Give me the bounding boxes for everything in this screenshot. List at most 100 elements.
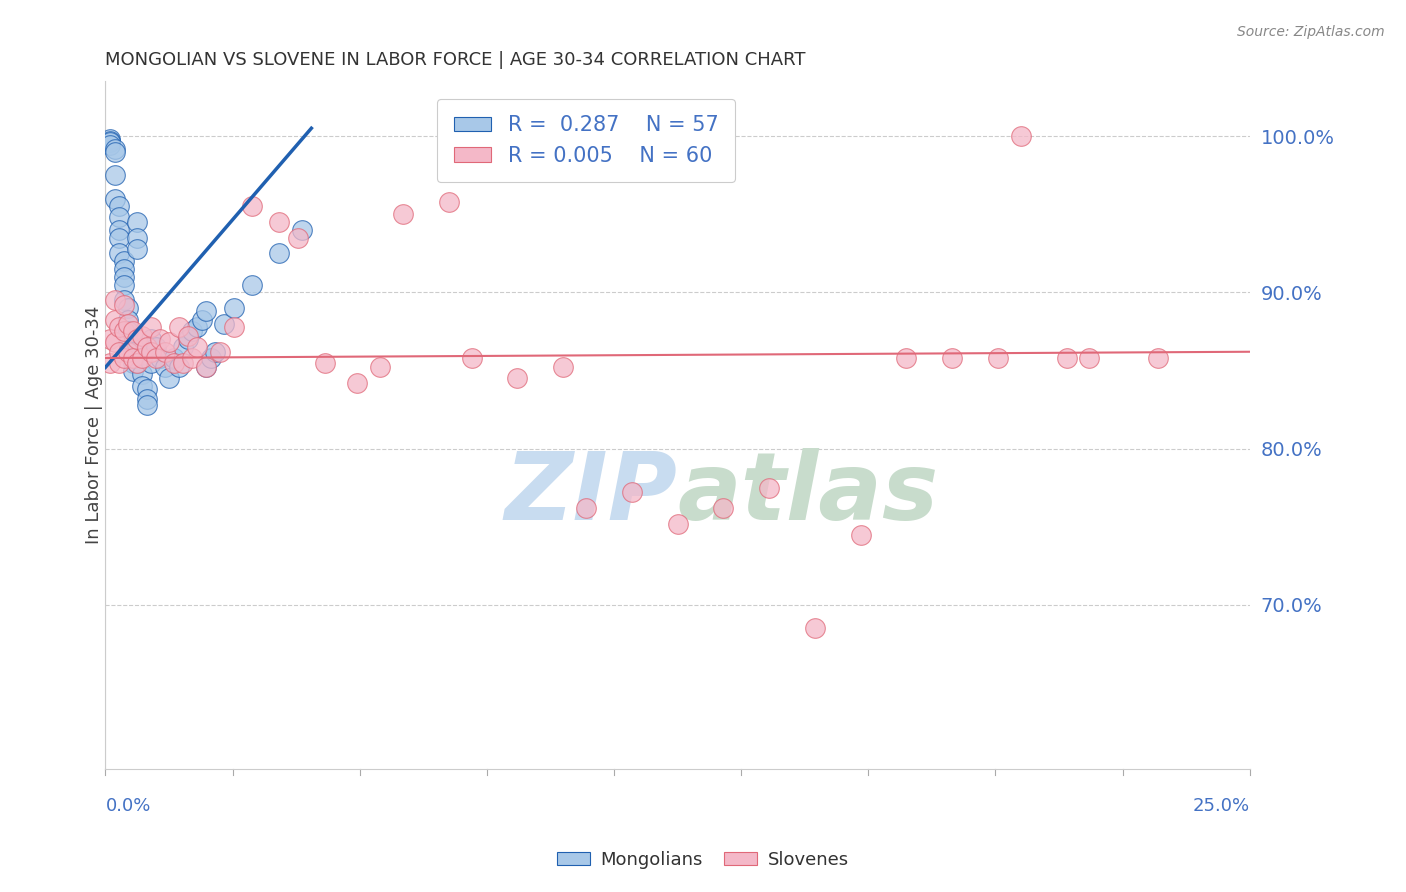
Point [314,356,336,370]
Point [127,242,149,256]
Point [98,332,121,346]
Point [159,335,181,350]
Point [112,261,135,276]
Point [141,356,163,370]
Point [392,207,415,221]
Point [153,360,176,375]
Point [131,351,153,365]
Point [103,293,125,308]
Point [117,313,139,327]
Point [122,351,145,365]
Point [112,298,135,312]
Point [98,132,121,146]
Point [122,325,145,339]
Point [112,277,135,292]
Point [108,211,131,225]
Point [122,356,145,370]
Text: atlas: atlas [678,448,939,540]
Point [186,319,208,334]
Point [208,344,231,359]
Point [163,356,186,370]
Legend: R =  0.287    N = 57, R = 0.005    N = 60: R = 0.287 N = 57, R = 0.005 N = 60 [437,99,735,182]
Point [103,142,125,156]
Point [108,246,131,260]
Point [368,360,391,375]
Point [122,344,145,359]
Point [437,194,460,209]
Point [177,332,200,346]
Point [135,340,157,354]
Point [190,313,212,327]
Point [195,360,218,375]
Point [149,351,172,365]
Point [145,351,167,365]
Y-axis label: In Labor Force | Age 30-34: In Labor Force | Age 30-34 [86,306,103,544]
Point [172,340,194,354]
Point [108,230,131,244]
Point [1147,351,1170,365]
Point [214,317,236,331]
Point [506,371,529,385]
Point [1056,351,1078,365]
Point [117,317,139,331]
Point [117,344,139,359]
Point [141,344,163,359]
Point [141,332,163,346]
Point [222,319,245,334]
Point [145,340,167,354]
Point [117,301,139,315]
Point [153,344,176,359]
Point [240,199,263,213]
Point [172,356,194,370]
Point [575,501,598,516]
Point [149,332,172,346]
Point [666,516,689,531]
Point [103,313,125,327]
Text: ZIP: ZIP [505,448,678,540]
Point [103,192,125,206]
Point [135,398,157,412]
Point [108,356,131,370]
Point [98,138,121,153]
Point [204,344,226,359]
Point [131,367,153,381]
Text: MONGOLIAN VS SLOVENE IN LABOR FORCE | AGE 30-34 CORRELATION CHART: MONGOLIAN VS SLOVENE IN LABOR FORCE | AG… [105,51,806,69]
Point [240,277,263,292]
Point [177,329,200,343]
Point [167,319,190,334]
Point [103,168,125,182]
Point [711,501,734,516]
Point [620,485,643,500]
Point [460,351,482,365]
Point [167,360,190,375]
Point [291,223,314,237]
Point [1010,129,1032,144]
Point [195,304,218,318]
Point [941,351,963,365]
Point [127,215,149,229]
Point [117,335,139,350]
Point [181,351,204,365]
Point [849,527,872,541]
Point [269,215,291,229]
Point [98,136,121,150]
Point [804,621,827,635]
Point [186,340,208,354]
Point [987,351,1010,365]
Point [117,325,139,339]
Point [112,325,135,339]
Point [159,371,181,385]
Point [98,356,121,370]
Text: 0.0%: 0.0% [105,797,150,814]
Point [108,223,131,237]
Point [758,481,780,495]
Point [141,344,163,359]
Point [222,301,245,315]
Text: Source: ZipAtlas.com: Source: ZipAtlas.com [1237,25,1385,39]
Point [122,363,145,377]
Point [135,392,157,406]
Point [131,379,153,393]
Point [1078,351,1101,365]
Point [195,360,218,375]
Point [103,145,125,159]
